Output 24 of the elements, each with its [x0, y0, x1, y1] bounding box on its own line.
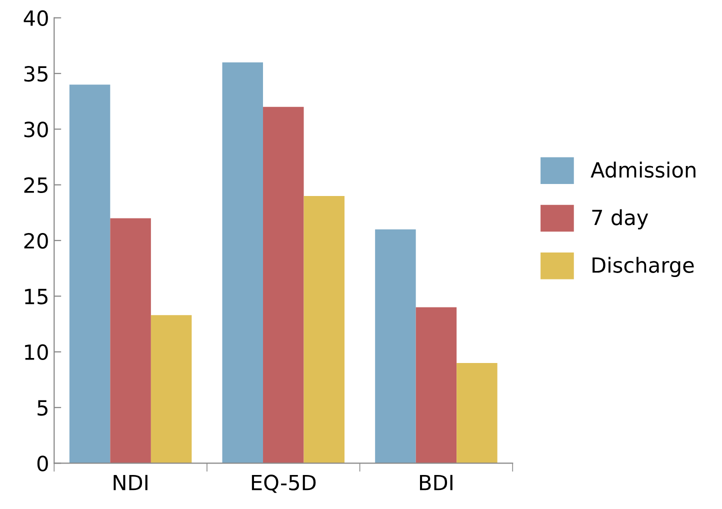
legend-label: Admission	[590, 162, 696, 178]
legend-label: Discharge	[592, 256, 694, 277]
y-tick-label: 15	[25, 288, 48, 304]
bar	[375, 229, 416, 464]
bar	[150, 315, 192, 464]
y-tick-label: 10	[25, 344, 48, 360]
y-tick-label: 35	[24, 66, 48, 82]
bar	[69, 84, 110, 464]
bar	[222, 62, 264, 464]
y-tick-label: 40	[24, 10, 48, 26]
legend-label: 7 day	[592, 209, 648, 230]
bar	[263, 106, 304, 464]
bar	[456, 362, 498, 464]
y-tick-label: 5	[38, 400, 48, 416]
x-tick-label: EQ-5D	[252, 474, 316, 493]
y-tick-label: 25	[24, 177, 48, 194]
bar	[416, 307, 457, 464]
y-tick-label: 30	[24, 122, 48, 138]
x-tick-label: BDI	[420, 474, 452, 490]
bar	[110, 218, 151, 464]
y-tick-label: 20	[24, 232, 48, 249]
y-tick-label: 0	[37, 456, 48, 472]
x-tick-label: NDI	[114, 474, 148, 490]
bar	[304, 196, 345, 464]
